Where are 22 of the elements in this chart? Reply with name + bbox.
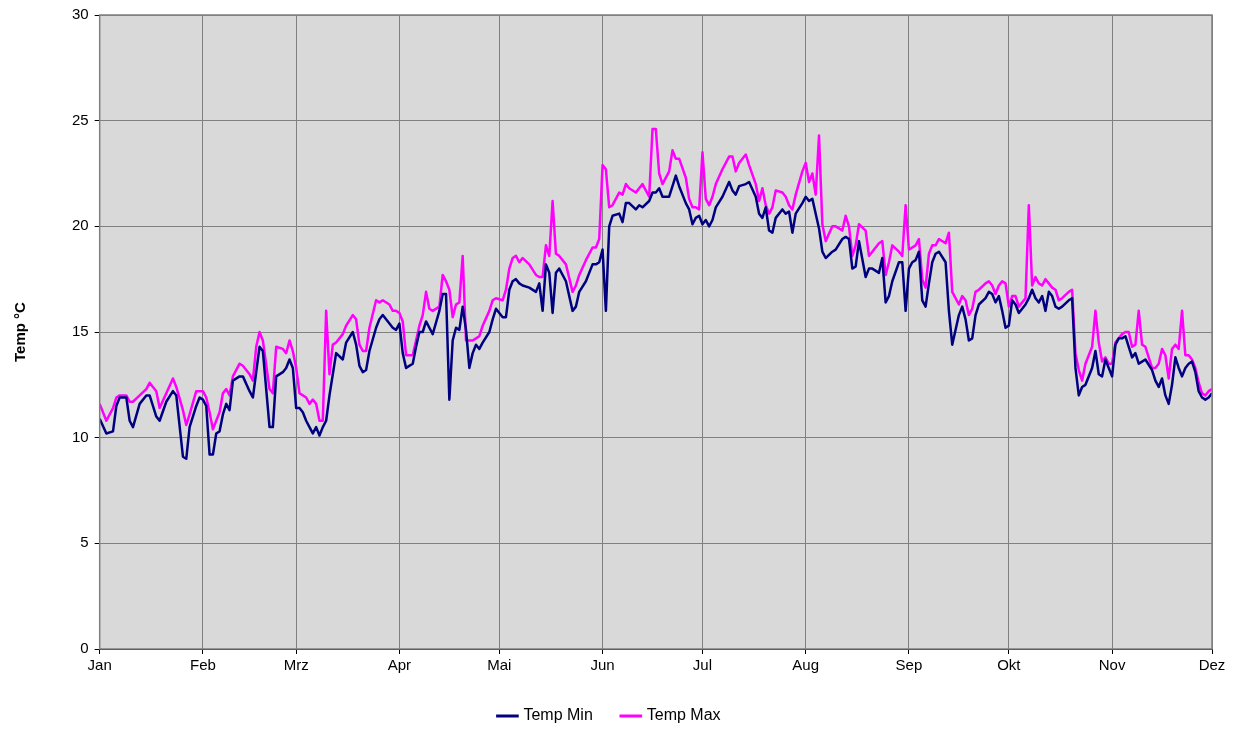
x-tick-label: Okt bbox=[997, 656, 1022, 674]
y-tick-label: 15 bbox=[72, 322, 89, 340]
x-tick-label: Sep bbox=[895, 656, 923, 674]
legend-label: Temp Max bbox=[646, 706, 721, 724]
legend-label: Temp Min bbox=[523, 706, 593, 724]
y-tick-label: 30 bbox=[72, 5, 89, 23]
x-tick-label: Aug bbox=[792, 656, 820, 674]
x-tick-label: Jul bbox=[692, 656, 713, 674]
y-axis-title: Temp °C bbox=[11, 301, 29, 362]
y-tick-label: 10 bbox=[72, 427, 89, 445]
x-tick-label: Mrz bbox=[283, 656, 309, 674]
x-tick-label: Jan bbox=[87, 656, 112, 674]
x-tick-label: Apr bbox=[387, 656, 412, 674]
x-tick-label: Mai bbox=[487, 656, 512, 674]
y-tick-label: 20 bbox=[72, 216, 89, 234]
x-tick-label: Nov bbox=[1098, 656, 1126, 674]
x-tick-label: Dez bbox=[1198, 656, 1226, 674]
x-tick-label: Jun bbox=[590, 656, 615, 674]
y-tick-label: 0 bbox=[80, 639, 89, 657]
x-tick-label: Feb bbox=[189, 656, 216, 674]
y-tick-label: 5 bbox=[80, 533, 89, 551]
y-tick-label: 25 bbox=[72, 110, 89, 128]
